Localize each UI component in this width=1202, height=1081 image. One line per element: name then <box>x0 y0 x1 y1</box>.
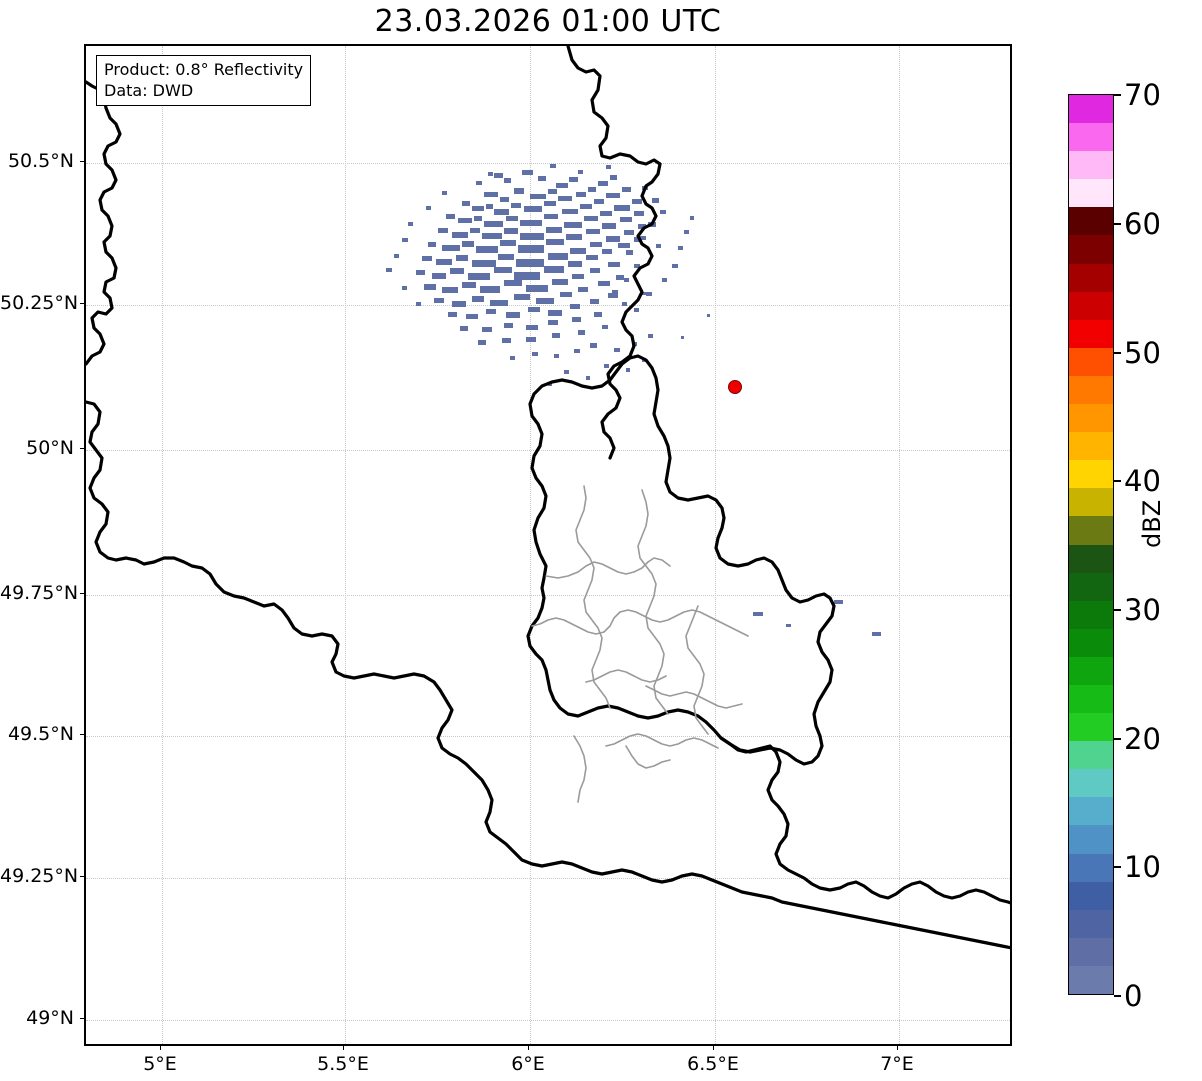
colorbar-tick-20 <box>1114 738 1121 740</box>
country-borders-layer <box>86 46 1010 950</box>
xtick-mark-6-5 <box>713 1046 714 1050</box>
xtick-mark-6 <box>528 1046 529 1050</box>
radar-echo-layer <box>386 164 881 636</box>
product-info-box: Product: 0.8° Reflectivity Data: DWD <box>96 55 312 106</box>
colorbar-band <box>1069 853 1113 882</box>
ytick-label-50-5: 50.5°N <box>7 150 74 172</box>
colorbar-tick-70 <box>1114 94 1121 96</box>
ytick-label-49-5: 49.5°N <box>7 723 74 745</box>
xtick-label-7: 7°E <box>880 1053 914 1075</box>
colorbar-tick-30 <box>1114 609 1121 611</box>
colorbar-band <box>1069 488 1113 517</box>
colorbar-band <box>1069 656 1113 685</box>
colorbar-band <box>1069 235 1113 264</box>
colorbar-band <box>1069 460 1113 489</box>
colorbar-tick-40 <box>1114 480 1121 482</box>
colorbar-label-50: 50 <box>1124 336 1161 370</box>
admin-borders-layer <box>531 485 749 803</box>
ytick-mark-50 <box>80 448 84 449</box>
colorbar-axis-label: dBZ <box>1138 499 1166 548</box>
radar-site-marker[interactable] <box>728 380 742 394</box>
colorbar-band <box>1069 347 1113 376</box>
colorbar-band <box>1069 432 1113 461</box>
colorbar-band <box>1069 123 1113 152</box>
colorbar-band <box>1069 937 1113 966</box>
colorbar-band <box>1069 375 1113 405</box>
colorbar-band <box>1069 263 1113 292</box>
colorbar-band <box>1069 544 1113 573</box>
colorbar-band <box>1069 179 1113 208</box>
colorbar-band <box>1069 572 1113 601</box>
xtick-label-5: 5°E <box>143 1053 177 1075</box>
colorbar-tick-10 <box>1114 866 1121 868</box>
colorbar-band <box>1069 909 1113 938</box>
xtick-label-5-5: 5.5°E <box>317 1053 369 1075</box>
ytick-mark-50-25 <box>80 303 84 304</box>
xtick-label-6-5: 6.5°E <box>687 1053 739 1075</box>
colorbar-label-70: 70 <box>1124 78 1161 112</box>
colorbar-band <box>1069 965 1113 994</box>
colorbar-tick-50 <box>1114 352 1121 354</box>
colorbar-band <box>1069 713 1113 742</box>
xtick-mark-7 <box>897 1046 898 1050</box>
colorbar-band <box>1069 95 1113 124</box>
ytick-mark-50-5 <box>80 161 84 162</box>
xtick-mark-5-5 <box>343 1046 344 1050</box>
radar-map-axes[interactable] <box>84 44 1012 1046</box>
colorbar-label-10: 10 <box>1124 850 1161 884</box>
ytick-label-50-25: 50.25°N <box>0 292 79 314</box>
colorbar[interactable] <box>1068 94 1114 995</box>
colorbar-label-30: 30 <box>1124 593 1161 627</box>
colorbar-band <box>1069 291 1113 320</box>
colorbar-band <box>1069 319 1113 348</box>
colorbar-label-20: 20 <box>1124 722 1161 756</box>
colorbar-band <box>1069 600 1113 629</box>
colorbar-band <box>1069 628 1113 657</box>
colorbar-band <box>1069 684 1113 714</box>
colorbar-tick-0 <box>1114 995 1121 997</box>
ytick-label-49-75: 49.75°N <box>0 582 79 604</box>
annotation-data-line: Data: DWD <box>104 81 194 100</box>
colorbar-band <box>1069 741 1113 770</box>
colorbar-band <box>1069 516 1113 545</box>
colorbar-tick-60 <box>1114 223 1121 225</box>
page-title: 23.03.2026 01:00 UTC <box>374 4 722 39</box>
colorbar-label-60: 60 <box>1124 207 1161 241</box>
map-canvas <box>86 46 1010 1044</box>
annotation-product-line: Product: 0.8° Reflectivity <box>104 60 304 79</box>
map-geometry <box>86 46 1010 950</box>
ytick-mark-49-75 <box>80 593 84 594</box>
colorbar-label-40: 40 <box>1124 464 1161 498</box>
xtick-label-6: 6°E <box>511 1053 545 1075</box>
colorbar-band <box>1069 769 1113 798</box>
ytick-label-49-25: 49.25°N <box>0 865 79 887</box>
colorbar-band <box>1069 151 1113 180</box>
ytick-mark-49 <box>80 1018 84 1019</box>
colorbar-band <box>1069 825 1113 854</box>
xtick-mark-5 <box>160 1046 161 1050</box>
ytick-label-50: 50°N <box>26 437 74 459</box>
ytick-label-49: 49°N <box>26 1007 74 1029</box>
colorbar-band <box>1069 881 1113 910</box>
colorbar-band <box>1069 797 1113 826</box>
colorbar-label-0: 0 <box>1124 979 1143 1013</box>
colorbar-band <box>1069 404 1113 433</box>
ytick-mark-49-5 <box>80 734 84 735</box>
ytick-mark-49-25 <box>80 876 84 877</box>
colorbar-band <box>1069 207 1113 236</box>
